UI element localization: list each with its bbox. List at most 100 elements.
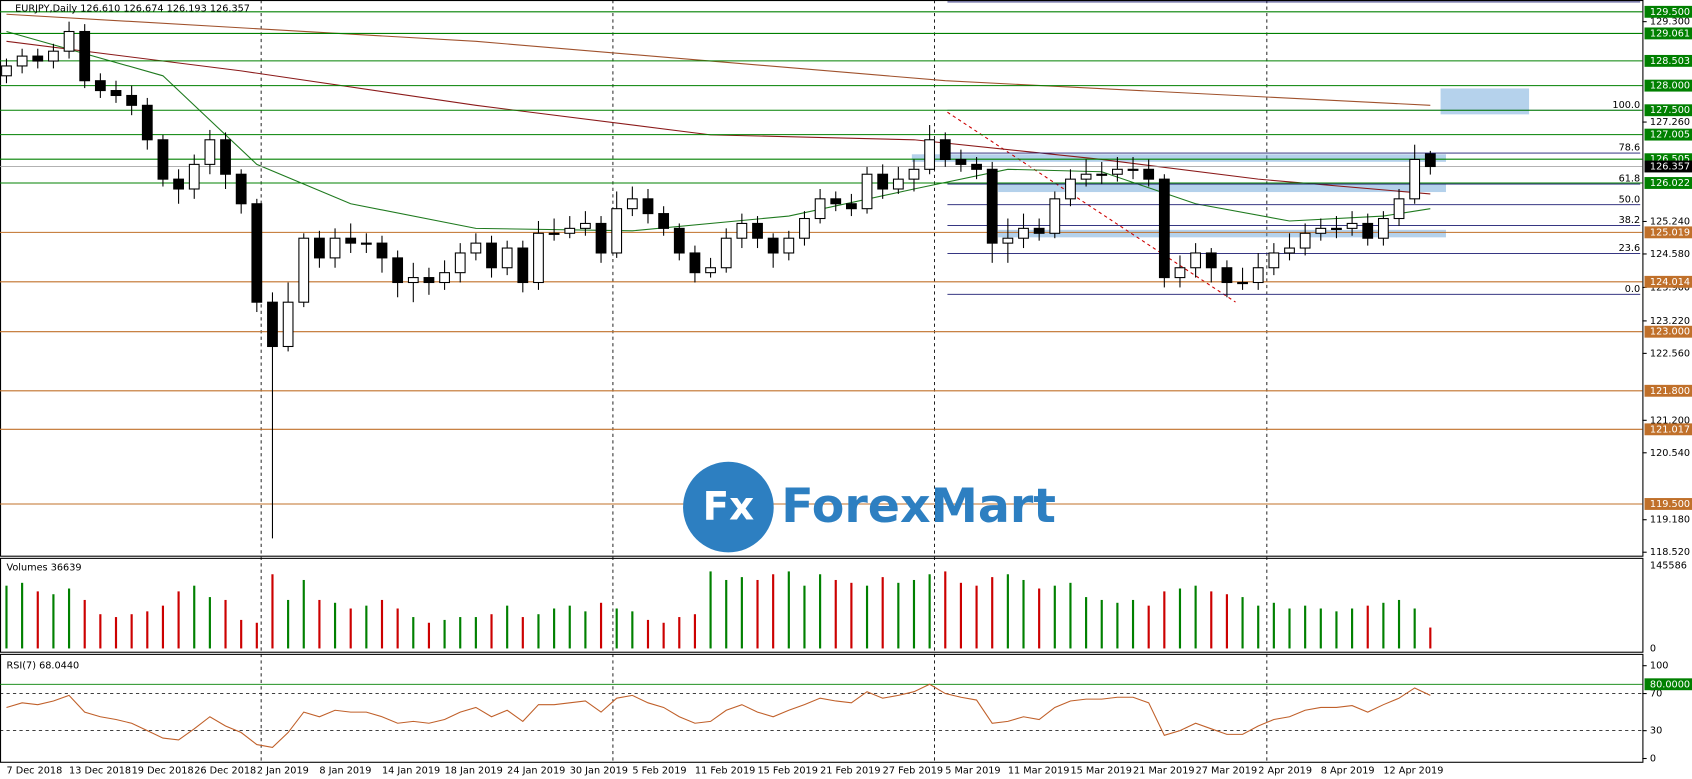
- volume-bar: [1178, 588, 1182, 649]
- volume-bar: [1116, 602, 1119, 649]
- volume-bar: [1147, 605, 1150, 649]
- candle-body: [846, 203, 857, 210]
- y-tick-label: 145586: [1650, 560, 1687, 571]
- level-box: [1644, 54, 1692, 67]
- candle-body: [407, 277, 419, 284]
- candle-body: [533, 232, 544, 284]
- candle-body: [282, 301, 294, 348]
- volume-bar: [991, 577, 994, 649]
- volume-bar: [161, 605, 165, 649]
- volume-bar: [1288, 608, 1291, 649]
- volume-bar: [1319, 608, 1322, 649]
- volume-bar: [865, 585, 869, 649]
- volume-bar: [349, 608, 352, 649]
- level-label: 124.014: [1650, 277, 1690, 288]
- level-box: [1644, 128, 1692, 141]
- volume-bar: [396, 608, 399, 649]
- volume-bar: [912, 579, 916, 649]
- volume-bar: [1163, 591, 1166, 649]
- level-label: 127.500: [1650, 105, 1690, 116]
- volume-bar: [1397, 599, 1401, 649]
- candle-body: [173, 178, 184, 190]
- fibo-label: 78.6: [1619, 143, 1641, 154]
- candle-body: [611, 208, 623, 254]
- candle-body: [986, 168, 998, 244]
- volume-bar: [99, 614, 102, 649]
- candle-body: [157, 139, 169, 180]
- volume-bar: [1225, 594, 1228, 649]
- candle-body: [892, 178, 904, 190]
- level-label: 127.005: [1650, 130, 1690, 141]
- candle-body: [1190, 252, 1202, 269]
- candle-body: [376, 242, 388, 259]
- y-tick-label: 100: [1650, 661, 1669, 672]
- level-box: [1644, 498, 1692, 510]
- candle-body: [626, 198, 638, 210]
- volume-bar: [553, 608, 556, 649]
- x-tick-label: 8 Jan 2019: [319, 765, 371, 776]
- candle-body: [971, 163, 982, 170]
- volume-bar: [1006, 574, 1009, 649]
- candle-body: [736, 222, 748, 239]
- level-box: [1644, 384, 1692, 397]
- candle-body: [1033, 227, 1045, 234]
- volume-bar: [772, 574, 775, 649]
- volume-bar: [756, 579, 759, 649]
- level-box: [1644, 325, 1692, 338]
- main-title: EURJPY,Daily 126.610 126.674 126.193 126…: [15, 4, 250, 15]
- candle-body: [486, 242, 497, 269]
- candle-body: [48, 50, 59, 62]
- volume-bar: [271, 574, 274, 649]
- fibo-trend: [947, 111, 1236, 303]
- candle-body: [1127, 168, 1139, 171]
- month-separators: [260, 0, 1268, 763]
- candle-body: [1268, 252, 1280, 269]
- level-label: 126.505: [1650, 154, 1690, 165]
- candle-body: [673, 227, 685, 254]
- candle-body: [1284, 247, 1295, 254]
- volume-bar: [474, 617, 477, 649]
- candle-body: [595, 222, 607, 254]
- candle-body: [439, 272, 450, 284]
- candle-body: [767, 237, 779, 254]
- fibo-label: 38.2: [1619, 215, 1641, 226]
- candle-body: [1221, 267, 1233, 284]
- volume-bar: [443, 619, 446, 649]
- candle-body: [1315, 227, 1327, 234]
- volume-bar: [615, 608, 618, 649]
- candle-body: [251, 203, 263, 303]
- x-tick-label: 26 Dec 2018: [194, 765, 256, 776]
- candle-body: [799, 217, 810, 239]
- volume-bar: [787, 571, 790, 649]
- volume-bar: [944, 571, 947, 649]
- rsi-line: [6, 683, 1431, 748]
- volume-bar: [1382, 602, 1385, 649]
- x-tick-label: 2 Apr 2019: [1258, 765, 1312, 776]
- volume-bar: [1335, 611, 1338, 649]
- candle-body: [1174, 267, 1186, 279]
- volume-bar: [662, 622, 665, 649]
- x-tick-label: 11 Mar 2019: [1008, 765, 1070, 776]
- volume-bar: [1022, 579, 1025, 649]
- x-tick-label: 12 Apr 2019: [1383, 765, 1443, 776]
- volume-bar: [1038, 588, 1041, 649]
- candle-body: [939, 139, 951, 161]
- candle-body: [360, 242, 372, 245]
- candle-body: [580, 222, 591, 229]
- volume-bar: [177, 591, 180, 649]
- candle-body: [1080, 173, 1092, 180]
- candle-body: [267, 301, 278, 348]
- last-price-label: 126.357: [1650, 162, 1690, 173]
- volume-bar: [52, 594, 55, 649]
- x-tick-label: 2 Jan 2019: [257, 765, 309, 776]
- candle-body: [861, 173, 873, 210]
- candle-body: [1424, 153, 1436, 168]
- x-tick-label: 27 Feb 2019: [883, 765, 943, 776]
- candle-body: [126, 94, 138, 106]
- y-tick-label: 0: [1650, 643, 1656, 654]
- candle-body: [1158, 178, 1170, 279]
- candle-body: [924, 139, 936, 170]
- volume-bar: [224, 599, 227, 649]
- volume-bar: [67, 588, 71, 649]
- level-label: 121.800: [1650, 386, 1690, 397]
